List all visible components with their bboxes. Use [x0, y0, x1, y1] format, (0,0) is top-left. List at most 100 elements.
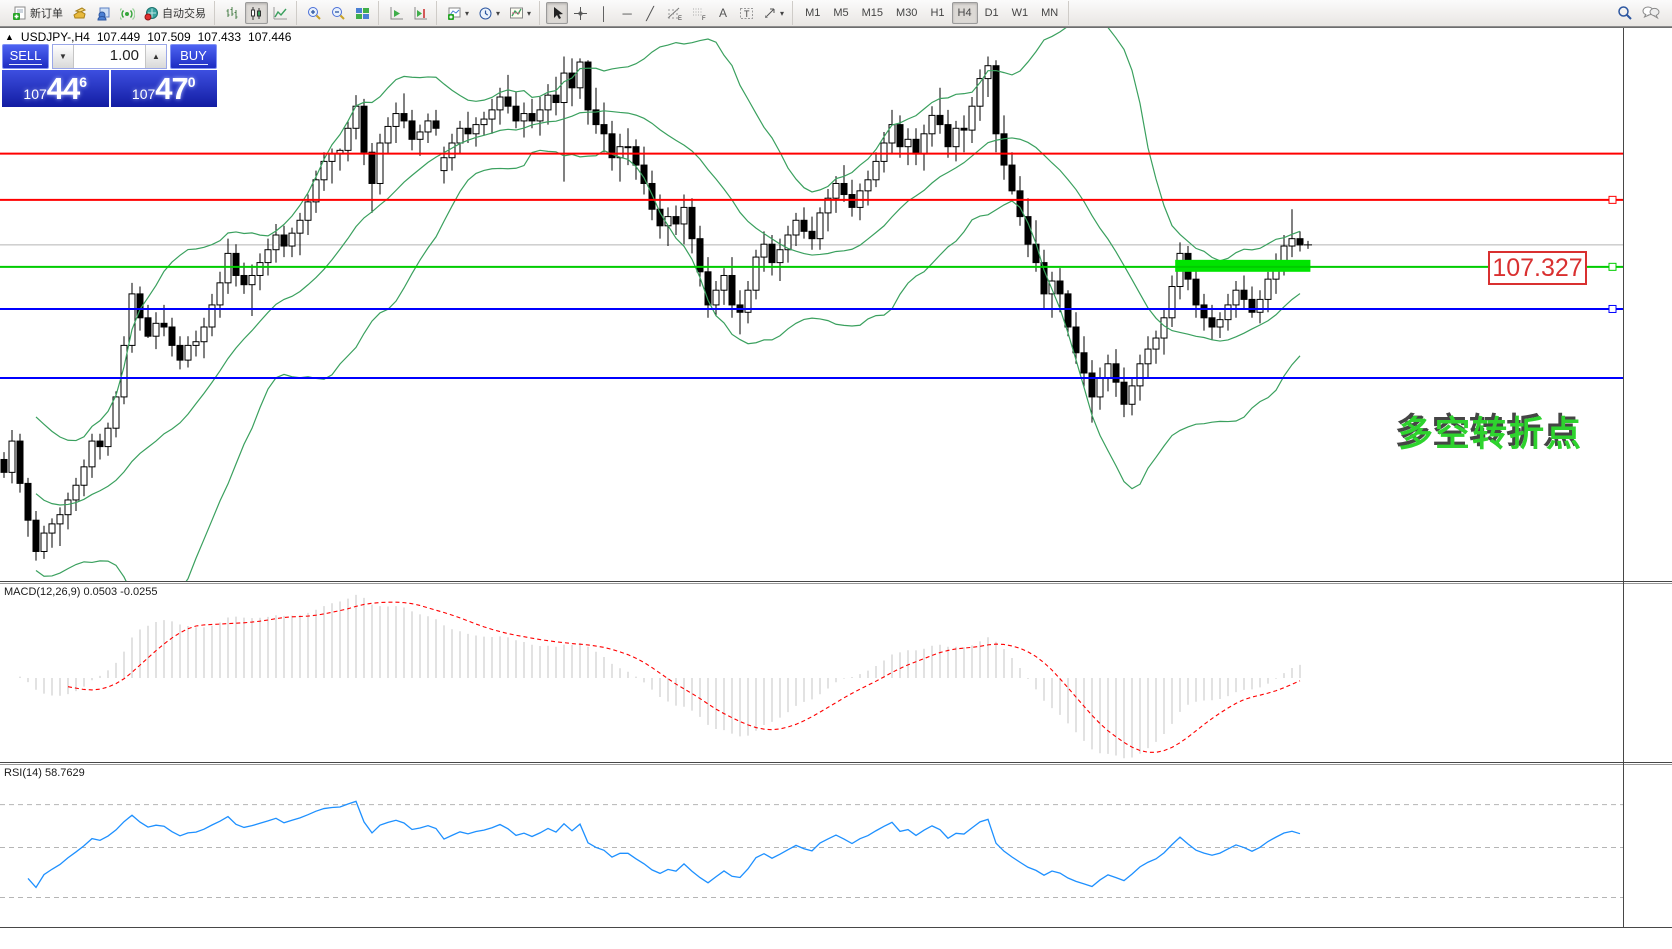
auto-scroll-button[interactable]: [385, 2, 408, 24]
line-chart-icon: [273, 6, 287, 19]
svg-text:E: E: [678, 16, 682, 21]
volume-increase-button[interactable]: ▲: [145, 45, 166, 68]
sell-price-handle: 107: [23, 86, 47, 102]
timeframe-d1[interactable]: D1: [984, 7, 999, 19]
toolbar-group-scroll: [381, 1, 437, 25]
new-chart-icon: [448, 7, 461, 20]
template-caret-icon: ▾: [527, 8, 532, 18]
zoom-in-icon: [308, 6, 321, 20]
timeframe-m5[interactable]: M5: [833, 7, 849, 19]
turning-point-annotation[interactable]: 多空转折点: [1398, 415, 1584, 454]
chat-button[interactable]: [1638, 2, 1664, 24]
auto-trading-button[interactable]: 自动交易: [140, 2, 210, 24]
horizontal-line-button[interactable]: ─: [616, 2, 638, 24]
fibonacci-button[interactable]: E: [662, 2, 686, 24]
volume-input[interactable]: 1.00: [109, 47, 139, 64]
text-label-icon: T: [740, 7, 754, 19]
bar-chart-icon: [226, 6, 238, 19]
new-chart-button[interactable]: ▾: [443, 2, 473, 24]
auto-trading-icon: [144, 6, 158, 20]
sell-price-pips: 44: [46, 70, 80, 106]
search-button[interactable]: [1613, 2, 1637, 24]
chart-shift-button[interactable]: [409, 2, 432, 24]
shapes-button[interactable]: ▾: [759, 2, 788, 24]
text-label-button[interactable]: T: [735, 2, 758, 24]
shapes-caret-icon: ▾: [780, 8, 785, 18]
cursor-icon: [553, 7, 563, 19]
sell-price-point: 6: [79, 74, 88, 90]
symbol-name: USDJPY-,H4: [20, 30, 90, 44]
timeframe-m15[interactable]: M15: [861, 7, 884, 19]
timeframe-m1[interactable]: M1: [805, 7, 821, 19]
signals-icon: [120, 7, 135, 20]
price-tag-label[interactable]: 107.327: [1488, 251, 1587, 285]
new-chart-caret-icon: ▾: [465, 8, 470, 18]
line-chart-button[interactable]: [269, 2, 292, 24]
template-icon: [510, 7, 524, 18]
tile-windows-button[interactable]: [351, 2, 374, 24]
buy-price-pips: 47: [155, 70, 188, 106]
fibonacci-icon: E: [667, 7, 682, 21]
rsi-label: RSI(14) 58.7629: [4, 767, 85, 779]
auto-scroll-icon: [390, 6, 403, 19]
toolbar-group-new: ▾ ▾ ▾: [439, 1, 541, 25]
sell-button[interactable]: SELL: [2, 44, 49, 69]
trendline-button[interactable]: ╱: [639, 2, 661, 24]
toolbar-group-trade: 新订单 自动交易: [4, 1, 215, 25]
toolbar-group-timeframes: M1 M5 M15 M30 H1 H4 D1 W1 MN: [795, 1, 1070, 25]
symbol-info-bar[interactable]: ▲ USDJPY-,H4 107.449 107.509 107.433 107…: [5, 30, 291, 44]
auto-trading-label: 自动交易: [162, 8, 206, 20]
template-button[interactable]: ▾: [505, 2, 535, 24]
crosshair-button[interactable]: [569, 2, 592, 24]
timeframe-h1[interactable]: H1: [930, 7, 945, 19]
svg-text:T: T: [744, 9, 750, 19]
period-button[interactable]: ▾: [474, 2, 504, 24]
timeframe-m30[interactable]: M30: [896, 7, 918, 19]
bar-chart-button[interactable]: [221, 2, 244, 24]
tile-windows-icon: [356, 7, 369, 19]
sell-price[interactable]: 107 44 6: [2, 70, 109, 107]
text-button[interactable]: A: [712, 2, 734, 24]
ohlc-high: 107.509: [147, 30, 191, 44]
ohlc-low: 107.433: [197, 30, 242, 44]
new-order-label: 新订单: [30, 8, 63, 20]
grid-button[interactable]: F: [687, 2, 711, 24]
buy-price[interactable]: 107 47 0: [110, 70, 217, 107]
vertical-line-button[interactable]: │: [593, 2, 615, 24]
toolbar: 新订单 自动交易: [0, 0, 1672, 27]
trendline-icon: ╱: [646, 5, 654, 21]
chat-icon: [1642, 6, 1660, 20]
ohlc-open: 107.449: [96, 30, 141, 44]
market-watch-button[interactable]: [68, 2, 91, 24]
vertical-line-icon: │: [599, 5, 609, 21]
timeframe-mn[interactable]: MN: [1041, 7, 1059, 19]
volume-decrease-button[interactable]: ▼: [53, 45, 74, 68]
cursor-button[interactable]: [546, 2, 569, 24]
volume-stepper: ▼ 1.00 ▲: [52, 44, 167, 69]
svg-text:F: F: [702, 16, 706, 21]
market-watch-icon: [73, 6, 87, 18]
buy-button[interactable]: BUY: [170, 44, 217, 69]
buy-price-handle: 107: [131, 86, 156, 102]
crosshair-icon: [574, 6, 588, 20]
zoom-in-button[interactable]: [303, 2, 326, 24]
timeframe-w1[interactable]: W1: [1011, 7, 1029, 19]
zoom-out-button[interactable]: [327, 2, 350, 24]
candlestick-icon: [251, 6, 261, 20]
toolbar-group-chart-type: [217, 1, 297, 25]
period-caret-icon: ▾: [496, 8, 501, 18]
candlestick-button[interactable]: [245, 2, 268, 24]
signals-button[interactable]: [116, 2, 139, 24]
profile-button[interactable]: [92, 2, 115, 24]
text-icon: A: [719, 6, 728, 20]
grid-icon: F: [693, 8, 706, 21]
timeframe-h4[interactable]: H4: [951, 2, 978, 24]
one-click-trading-panel: SELL ▼ 1.00 ▲ BUY 107 44 6 107 47 0: [2, 44, 217, 107]
ohlc-toggle-icon[interactable]: ▲: [5, 32, 14, 42]
ohlc-close: 107.446: [248, 30, 292, 44]
new-order-button[interactable]: 新订单: [8, 2, 67, 24]
clock-icon: [479, 7, 492, 19]
zoom-out-icon: [332, 6, 345, 20]
